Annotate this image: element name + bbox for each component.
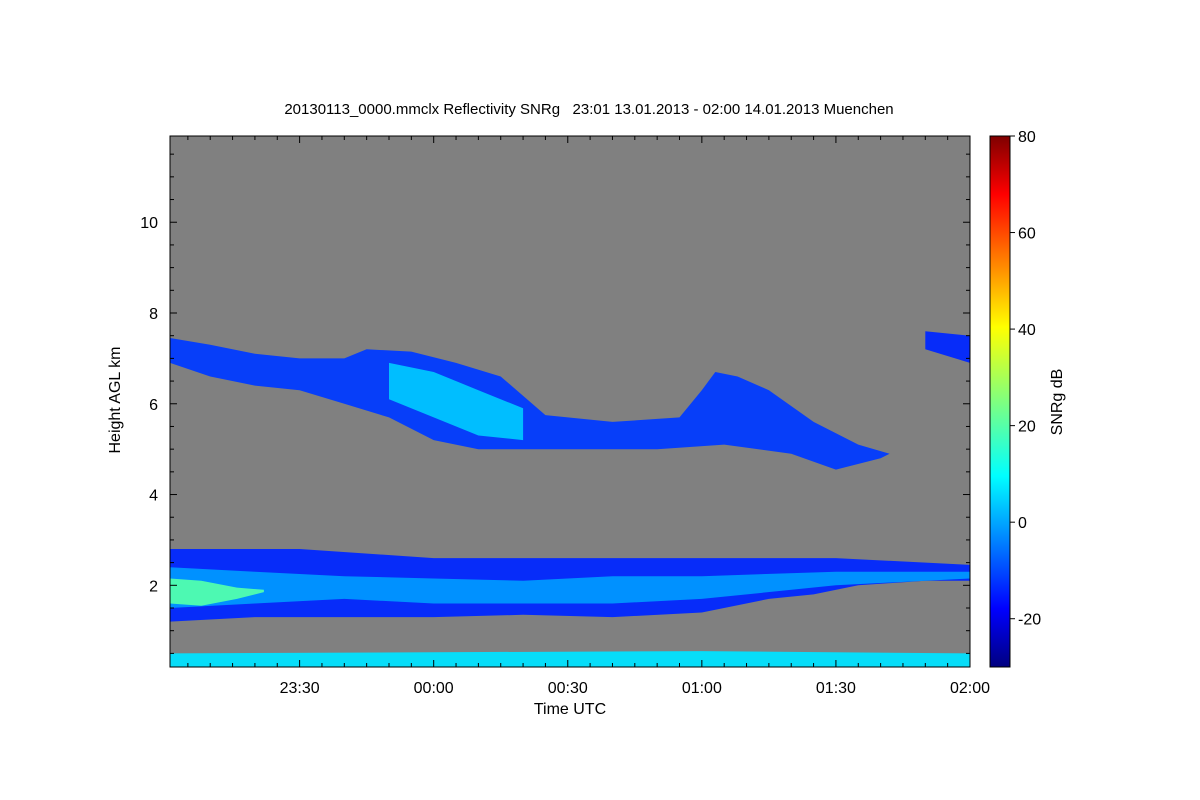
x-tick-label: 01:00 (682, 680, 722, 697)
x-tick-label: 00:00 (414, 680, 454, 697)
colorbar-tick-label: 0 (1018, 515, 1027, 532)
colorbar-tick-label: 60 (1018, 226, 1036, 243)
cloud-feature-6 (170, 651, 970, 667)
y-tick-label: 2 (149, 578, 158, 595)
colorbar-label: SNRg dB (1049, 369, 1066, 436)
x-axis: 23:30 00:00 00:30 01:00 01:30 02:00 (187, 136, 990, 697)
x-tick-label: 02:00 (950, 680, 990, 697)
colorbar-tick-label: 40 (1018, 322, 1036, 339)
cloud-feature-0 (170, 338, 890, 470)
chart-title: 20130113_0000.mmclx Reflectivity SNRg 23… (284, 101, 893, 118)
y-tick-label: 6 (149, 397, 158, 414)
cloud-feature-5 (170, 578, 264, 606)
y-axis: 2 4 6 8 10 (140, 153, 970, 654)
y-tick-label: 4 (149, 488, 158, 505)
x-tick-label: 00:30 (548, 680, 588, 697)
x-tick-label: 01:30 (816, 680, 856, 697)
cloud-feature-4 (170, 567, 970, 608)
colorbar-axis: -20 0 20 40 60 80 (1010, 129, 1041, 629)
colorbar-tick-label: 80 (1018, 129, 1036, 146)
y-tick-label: 10 (140, 215, 158, 232)
cloud-features (170, 331, 970, 667)
colorbar-tick-label: 20 (1018, 419, 1036, 436)
y-axis-label: Height AGL km (107, 346, 124, 453)
y-tick-label: 8 (149, 306, 158, 323)
colorbar (989, 135, 1011, 668)
plot-frame (169, 135, 971, 668)
colorbar-tick-label: -20 (1018, 612, 1041, 629)
x-tick-label: 23:30 (280, 680, 320, 697)
cloud-feature-1 (389, 362, 524, 441)
cloud-feature-2 (925, 331, 970, 363)
x-axis-label: Time UTC (534, 701, 606, 718)
